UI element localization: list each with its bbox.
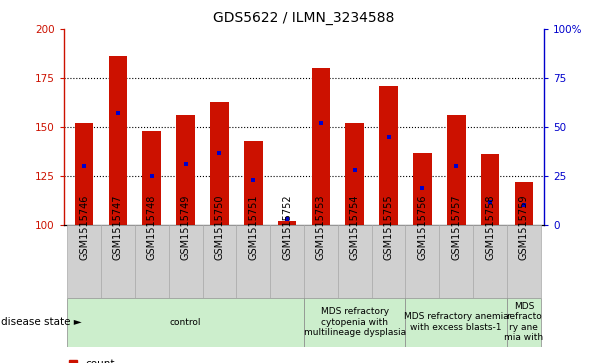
Bar: [210, 102, 229, 225]
FancyBboxPatch shape: [406, 298, 507, 347]
FancyBboxPatch shape: [101, 225, 135, 298]
Text: GSM1515752: GSM1515752: [282, 194, 292, 260]
Text: GSM1515754: GSM1515754: [350, 195, 360, 260]
Text: GSM1515758: GSM1515758: [485, 195, 495, 260]
Bar: [176, 115, 195, 225]
FancyBboxPatch shape: [406, 225, 440, 298]
FancyBboxPatch shape: [473, 225, 507, 298]
FancyBboxPatch shape: [168, 225, 202, 298]
FancyBboxPatch shape: [135, 225, 168, 298]
Bar: [75, 123, 94, 225]
Text: disease state ►: disease state ►: [1, 317, 82, 327]
Text: GSM1515755: GSM1515755: [384, 194, 393, 260]
Text: GSM1515753: GSM1515753: [316, 195, 326, 260]
Bar: [278, 221, 296, 225]
Bar: [413, 152, 432, 225]
Bar: [345, 123, 364, 225]
Text: GSM1515756: GSM1515756: [417, 195, 427, 260]
Legend: count, percentile rank within the sample: count, percentile rank within the sample: [69, 359, 261, 363]
Bar: [244, 141, 263, 225]
FancyBboxPatch shape: [67, 298, 304, 347]
Bar: [142, 131, 161, 225]
Text: MDS
refracto
ry ane
mia with: MDS refracto ry ane mia with: [504, 302, 544, 342]
FancyBboxPatch shape: [304, 225, 338, 298]
Bar: [447, 115, 466, 225]
Text: GSM1515750: GSM1515750: [215, 195, 224, 260]
Text: GSM1515749: GSM1515749: [181, 195, 191, 260]
Text: GSM1515757: GSM1515757: [451, 194, 461, 260]
Text: GSM1515759: GSM1515759: [519, 195, 529, 260]
FancyBboxPatch shape: [202, 225, 237, 298]
Text: control: control: [170, 318, 201, 327]
Bar: [312, 68, 330, 225]
Text: GSM1515748: GSM1515748: [147, 195, 157, 260]
FancyBboxPatch shape: [338, 225, 371, 298]
Bar: [109, 57, 127, 225]
FancyBboxPatch shape: [507, 225, 541, 298]
FancyBboxPatch shape: [440, 225, 473, 298]
Text: MDS refractory
cytopenia with
multilineage dysplasia: MDS refractory cytopenia with multilinea…: [303, 307, 406, 337]
FancyBboxPatch shape: [507, 298, 541, 347]
Text: GSM1515751: GSM1515751: [248, 195, 258, 260]
Bar: [481, 155, 499, 225]
Title: GDS5622 / ILMN_3234588: GDS5622 / ILMN_3234588: [213, 11, 395, 25]
Bar: [514, 182, 533, 225]
FancyBboxPatch shape: [304, 298, 406, 347]
Text: GSM1515747: GSM1515747: [113, 195, 123, 260]
FancyBboxPatch shape: [237, 225, 270, 298]
Text: GSM1515746: GSM1515746: [79, 195, 89, 260]
FancyBboxPatch shape: [270, 225, 304, 298]
FancyBboxPatch shape: [67, 225, 101, 298]
FancyBboxPatch shape: [371, 225, 406, 298]
Text: MDS refractory anemia
with excess blasts-1: MDS refractory anemia with excess blasts…: [404, 313, 508, 332]
Bar: [379, 86, 398, 225]
